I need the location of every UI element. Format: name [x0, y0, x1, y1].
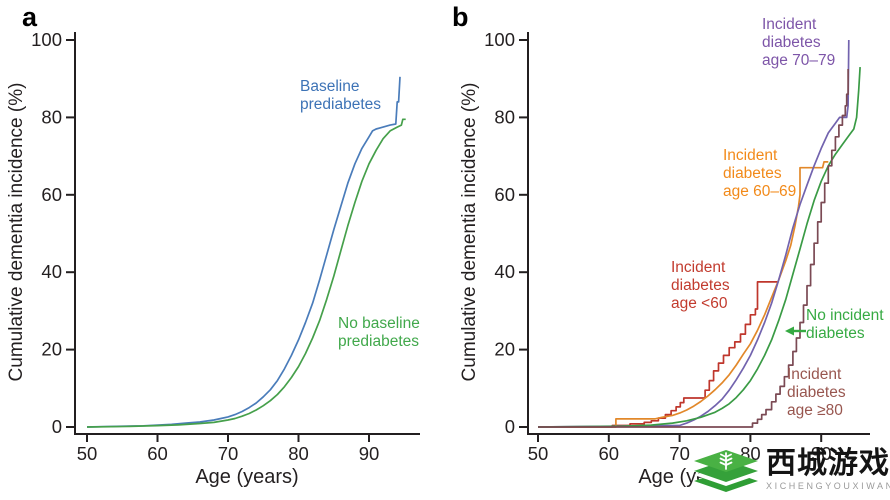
svg-text:90: 90 — [811, 443, 832, 464]
svg-text:60: 60 — [599, 443, 620, 464]
curve-no-incident-diabetes — [537, 67, 861, 428]
svg-text:50: 50 — [77, 443, 98, 464]
svg-text:100: 100 — [31, 29, 62, 50]
series-label-incident-diabetes-60-69: Incident diabetes age 60–69 — [723, 147, 797, 200]
svg-text:80: 80 — [288, 443, 309, 464]
series-label-incident-diabetes-lt60: Incident diabetes age <60 — [671, 259, 730, 312]
panel-a-x-axis-label: Age (years) — [195, 466, 299, 488]
svg-text:70: 70 — [669, 443, 690, 464]
svg-text:90: 90 — [359, 443, 380, 464]
curve-no-baseline-prediabetes — [86, 118, 406, 428]
svg-text:60: 60 — [494, 184, 515, 205]
svg-text:80: 80 — [494, 106, 515, 127]
svg-text:20: 20 — [41, 339, 62, 360]
series-label-baseline-prediabetes: Baseline prediabetes — [300, 78, 382, 113]
svg-text:50: 50 — [528, 443, 549, 464]
svg-text:100: 100 — [484, 29, 515, 50]
svg-text:40: 40 — [494, 261, 515, 282]
watermark-subtitle: XICHENGYOUXIWANG — [766, 481, 890, 491]
watermark: 西城游戏网 XICHENGYOUXIWANG — [692, 448, 890, 500]
svg-text:60: 60 — [41, 184, 62, 205]
panel-b-letter: b — [452, 2, 469, 32]
svg-text:60: 60 — [147, 443, 168, 464]
curve-incident-diabetes-age-70-79 — [537, 39, 850, 428]
svg-text:0: 0 — [505, 416, 515, 437]
svg-text:0: 0 — [52, 416, 62, 437]
curve-incident-diabetes-age-60 — [538, 281, 779, 428]
watermark-logo-icon — [694, 450, 758, 492]
svg-text:70: 70 — [218, 443, 239, 464]
panel-b-y-axis-label: Cumulative dementia incidence (%) — [459, 82, 480, 382]
series-label-no-incident-diabetes: No incident diabetes — [806, 307, 884, 342]
watermark-title: 西城游戏网 — [766, 447, 890, 480]
curve-baseline-prediabetes — [86, 76, 401, 428]
panel-a-letter: a — [22, 2, 38, 32]
series-label-incident-diabetes-70-79: Incident diabetes age 70–79 — [762, 16, 836, 69]
curve-incident-diabetes-age-60-69 — [538, 161, 829, 428]
svg-text:40: 40 — [41, 261, 62, 282]
panel-a-y-axis-label: Cumulative dementia incidence (%) — [6, 82, 27, 382]
curve-incident-diabetes-age-80 — [538, 69, 849, 428]
series-label-no-baseline-prediabetes: No baseline prediabetes — [338, 315, 420, 350]
svg-text:80: 80 — [41, 106, 62, 127]
svg-text:20: 20 — [494, 339, 515, 360]
series-label-incident-diabetes-ge80: Incident diabetes age ≥80 — [787, 366, 846, 419]
